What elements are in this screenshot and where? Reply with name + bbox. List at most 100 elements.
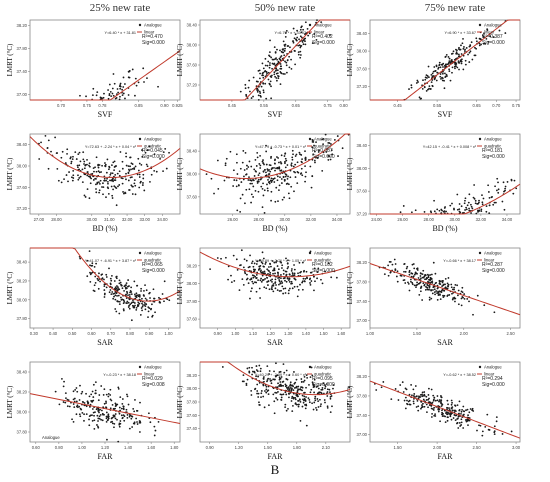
data-point — [241, 278, 244, 281]
data-point — [257, 190, 260, 193]
data-point — [266, 390, 269, 392]
data-point — [284, 60, 286, 63]
significance: Sig=0.000 — [312, 40, 335, 46]
data-point — [502, 181, 505, 184]
data-point — [471, 58, 474, 61]
data-point — [315, 409, 318, 411]
y-tick-label: 37.80 — [187, 400, 198, 405]
data-point — [327, 141, 330, 144]
data-point — [448, 408, 451, 411]
data-point — [224, 162, 227, 165]
data-point — [262, 170, 265, 173]
data-point — [314, 280, 316, 283]
data-point — [457, 53, 460, 56]
data-point — [474, 46, 476, 49]
data-point — [125, 293, 127, 296]
data-point — [291, 156, 294, 159]
data-point — [459, 60, 462, 63]
data-point — [94, 392, 97, 395]
x-tick-label: 0.45 — [228, 103, 237, 108]
data-point — [300, 44, 303, 47]
data-point — [144, 297, 147, 300]
data-point — [298, 398, 301, 401]
data-point — [268, 266, 270, 268]
data-point — [250, 278, 253, 280]
data-point — [407, 281, 409, 284]
data-point — [303, 391, 305, 394]
data-point — [143, 304, 146, 306]
data-point — [448, 57, 451, 60]
data-point — [56, 152, 59, 154]
data-point — [136, 173, 139, 176]
data-point — [132, 306, 135, 309]
data-point — [260, 280, 263, 283]
data-point — [92, 383, 95, 386]
data-point — [78, 177, 81, 179]
data-point — [266, 168, 269, 171]
data-point — [122, 86, 125, 88]
data-point — [403, 270, 405, 273]
data-point — [125, 284, 127, 286]
data-point — [309, 282, 311, 284]
data-point — [258, 401, 260, 404]
data-point — [297, 388, 299, 391]
data-point — [239, 90, 242, 93]
data-point — [275, 397, 278, 399]
data-point — [432, 399, 435, 402]
data-point — [305, 386, 307, 389]
data-point — [262, 377, 265, 380]
data-point — [101, 164, 103, 167]
data-point — [111, 197, 114, 199]
data-point — [317, 267, 320, 270]
data-point — [121, 94, 124, 97]
data-point — [280, 274, 282, 276]
data-point — [124, 83, 126, 85]
data-point — [311, 374, 314, 377]
data-point — [105, 415, 108, 418]
data-point — [403, 399, 406, 402]
data-point — [408, 269, 411, 272]
legend-label-fit: linear — [144, 372, 155, 377]
data-point — [320, 278, 322, 281]
data-point — [501, 200, 504, 203]
data-point — [147, 306, 150, 309]
data-point — [309, 284, 312, 286]
data-point — [442, 70, 444, 73]
data-point — [394, 388, 397, 390]
data-point — [246, 367, 249, 370]
data-point — [302, 277, 305, 280]
x-tick-label: 1.50 — [319, 331, 328, 336]
data-point — [276, 72, 279, 75]
data-point — [105, 196, 107, 199]
data-point — [458, 55, 461, 58]
data-point — [267, 272, 269, 275]
data-point — [284, 383, 287, 386]
data-point — [266, 281, 268, 283]
data-point — [493, 430, 496, 433]
data-point — [270, 147, 273, 150]
data-point — [111, 291, 114, 293]
data-point — [280, 376, 283, 378]
data-point — [329, 158, 332, 161]
data-point — [310, 280, 313, 282]
significance: Sig=0.000 — [482, 154, 505, 160]
fit-line — [369, 380, 521, 439]
data-point — [275, 391, 278, 394]
data-point — [247, 282, 250, 285]
data-point — [103, 388, 106, 391]
data-point — [264, 70, 267, 72]
data-point — [468, 51, 471, 54]
data-point — [109, 173, 112, 176]
data-point — [412, 263, 415, 265]
data-point — [131, 185, 134, 188]
data-point — [311, 402, 314, 405]
data-point — [433, 291, 436, 294]
data-point — [248, 176, 250, 179]
data-point — [56, 167, 59, 170]
data-point — [243, 271, 246, 273]
data-point — [394, 263, 397, 265]
data-point — [303, 399, 305, 402]
data-point — [105, 411, 108, 414]
data-point — [269, 263, 272, 265]
